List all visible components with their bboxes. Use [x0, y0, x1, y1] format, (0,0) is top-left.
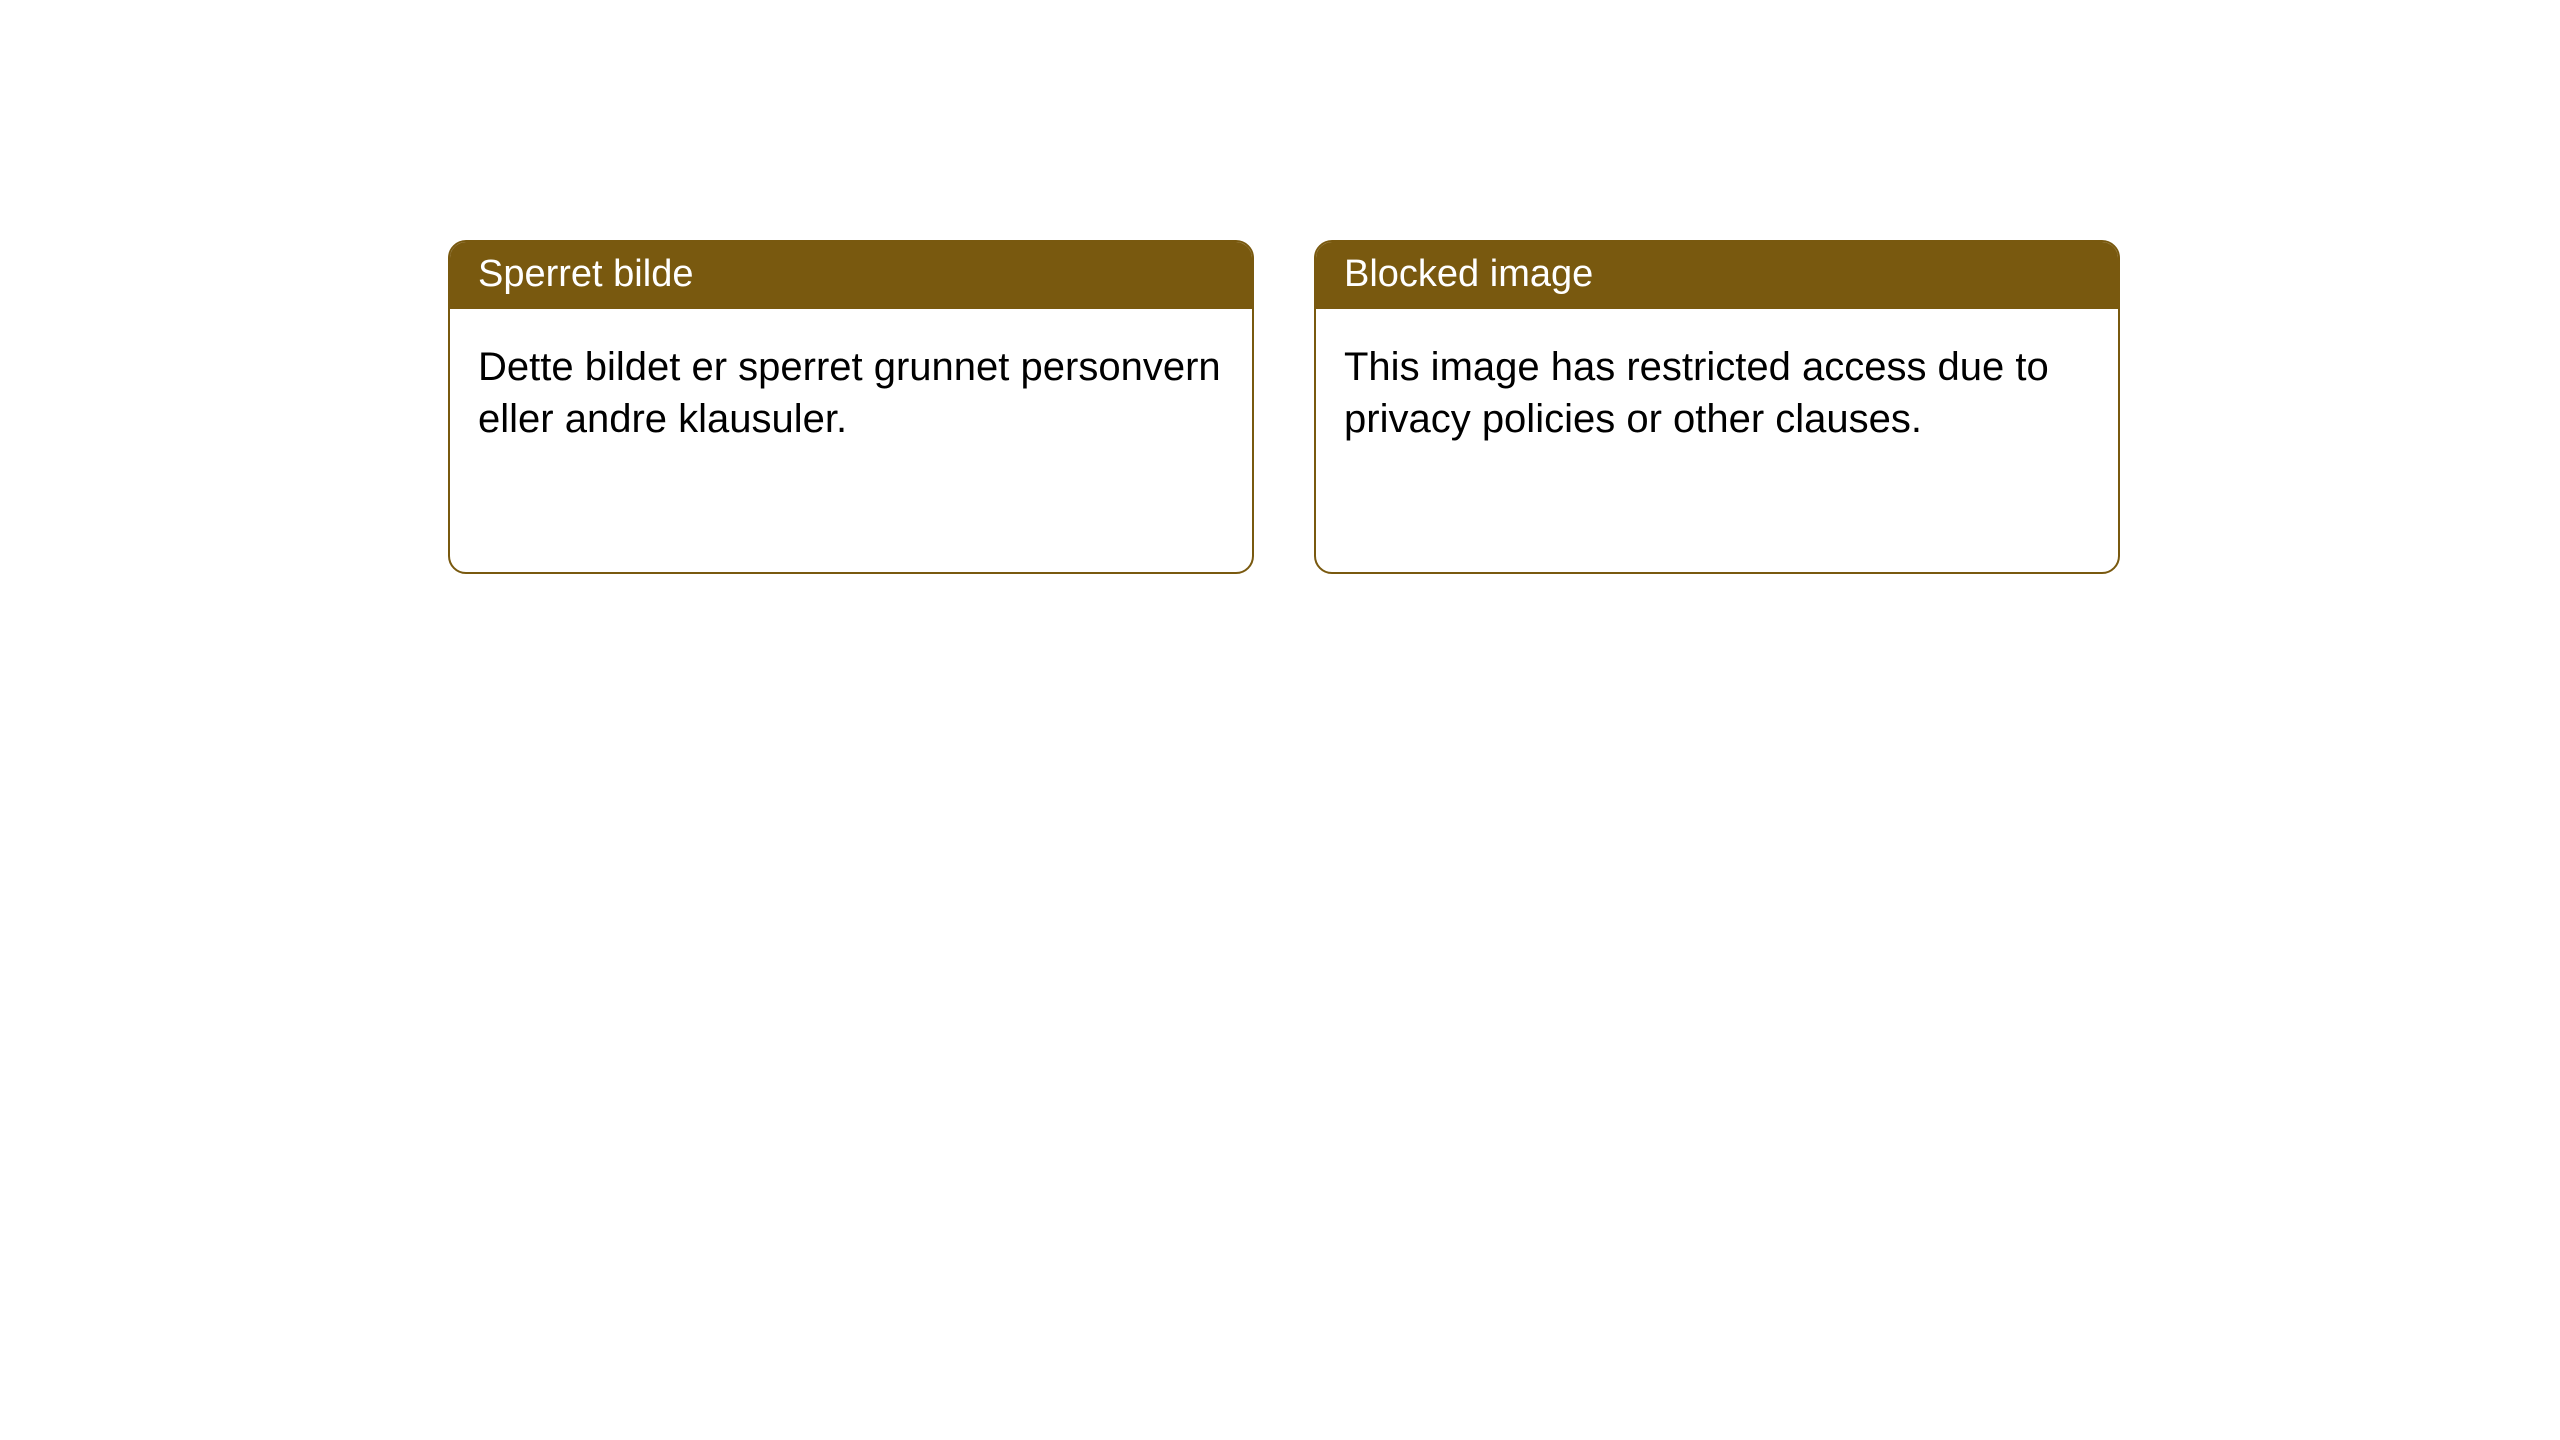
notice-container: Sperret bilde Dette bildet er sperret gr…	[0, 0, 2560, 574]
notice-title: Blocked image	[1344, 253, 1593, 295]
notice-title: Sperret bilde	[478, 253, 693, 295]
notice-body-text: This image has restricted access due to …	[1344, 345, 2049, 441]
notice-header: Sperret bilde	[450, 242, 1252, 309]
notice-body-text: Dette bildet er sperret grunnet personve…	[478, 345, 1221, 441]
notice-body: Dette bildet er sperret grunnet personve…	[450, 309, 1252, 477]
notice-card-english: Blocked image This image has restricted …	[1314, 240, 2120, 574]
notice-card-norwegian: Sperret bilde Dette bildet er sperret gr…	[448, 240, 1254, 574]
notice-body: This image has restricted access due to …	[1316, 309, 2118, 477]
notice-header: Blocked image	[1316, 242, 2118, 309]
